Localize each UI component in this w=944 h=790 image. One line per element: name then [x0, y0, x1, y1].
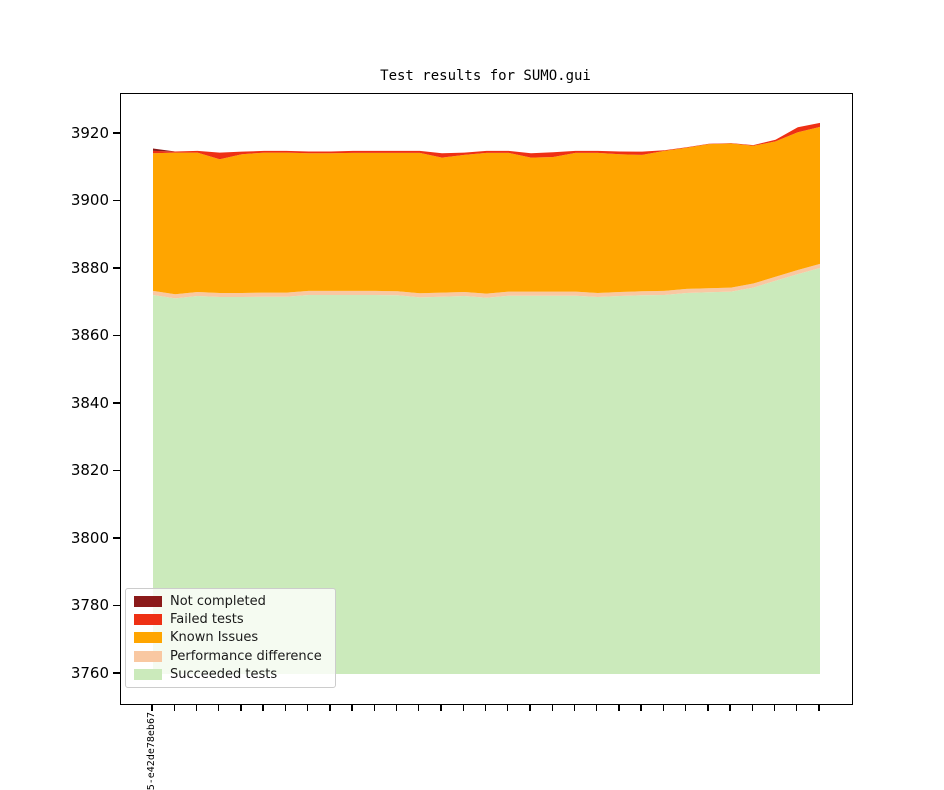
- y-tick-label: 3900: [70, 191, 109, 209]
- x-tick-mark: [306, 704, 309, 711]
- x-tick-mark: [440, 704, 442, 711]
- area-known-issues: [153, 126, 820, 295]
- x-tick-mark: [551, 704, 553, 711]
- legend-item-succeeded-tests: Succeeded tests: [134, 666, 327, 684]
- x-tick-mark: [707, 704, 709, 711]
- x-tick-mark: [595, 704, 598, 711]
- x-tick-mark: [195, 704, 198, 711]
- x-tick-mark: [395, 704, 398, 711]
- x-tick-label-commit: 5-e42de78eb67: [146, 712, 157, 790]
- y-tick-label: 3920: [70, 123, 109, 142]
- x-tick-mark: [529, 704, 531, 711]
- area-performance-difference: [153, 263, 820, 299]
- x-tick-mark: [751, 704, 753, 711]
- legend-label: Failed tests: [170, 612, 244, 628]
- x-tick-mark: [151, 704, 153, 711]
- y-tick-mark: [113, 199, 120, 202]
- x-tick-mark: [818, 704, 820, 711]
- x-tick-mark: [418, 704, 420, 711]
- x-tick-mark: [796, 704, 798, 711]
- x-tick-mark: [218, 704, 220, 711]
- legend-item-failed-tests: Failed tests: [134, 611, 327, 629]
- x-tick-mark: [662, 704, 665, 711]
- x-tick-mark: [573, 704, 576, 711]
- chart-title: Test results for SUMO.gui: [380, 68, 591, 84]
- legend-label: Performance difference: [170, 648, 322, 664]
- stacked-area-chart: [153, 122, 820, 674]
- x-tick-mark: [173, 704, 175, 711]
- y-tick-mark: [113, 469, 120, 472]
- x-tick-mark: [729, 704, 731, 711]
- legend-label: Not completed: [170, 593, 266, 609]
- x-tick-mark: [640, 704, 642, 711]
- x-tick-mark: [507, 704, 509, 711]
- legend-label: Known Issues: [170, 630, 259, 646]
- legend-item-performance-difference: Performance difference: [134, 647, 327, 665]
- y-tick-label: 3820: [70, 461, 109, 479]
- x-tick-mark: [484, 704, 487, 711]
- y-tick-mark: [113, 132, 120, 134]
- x-tick-mark: [373, 704, 376, 711]
- x-tick-mark: [329, 704, 331, 711]
- legend-item-not-completed: Not completed: [134, 592, 327, 610]
- y-tick-label: 3860: [70, 326, 109, 344]
- not-completed-swatch: [134, 595, 162, 607]
- y-tick-mark: [113, 267, 120, 269]
- x-tick-mark: [773, 704, 776, 711]
- legend: Not completed Failed tests Known Issues …: [125, 588, 336, 688]
- known-issues-swatch: [134, 632, 162, 644]
- failed-tests-swatch: [134, 614, 162, 626]
- y-tick-label: 3780: [70, 596, 109, 614]
- y-tick-label: 3840: [70, 393, 109, 412]
- y-tick-mark: [113, 672, 120, 674]
- x-tick-mark: [262, 704, 264, 711]
- x-tick-mark: [240, 704, 242, 711]
- y-tick-label: 3800: [70, 528, 109, 547]
- y-tick-mark: [113, 604, 120, 607]
- succeeded-tests-swatch: [134, 669, 162, 681]
- y-tick-label: 3880: [70, 258, 109, 277]
- area-succeeded-tests: [153, 268, 820, 674]
- x-tick-mark: [284, 704, 287, 711]
- x-tick-mark: [618, 704, 620, 711]
- y-tick-mark: [113, 334, 120, 337]
- x-tick-mark: [351, 704, 353, 711]
- legend-label: Succeeded tests: [170, 667, 278, 683]
- area-failed-tests: [153, 122, 820, 160]
- legend-item-known-issues: Known Issues: [134, 629, 327, 647]
- performance-difference-swatch: [134, 650, 162, 662]
- y-tick-mark: [113, 402, 120, 404]
- x-tick-mark: [684, 704, 687, 711]
- x-tick-mark: [462, 704, 464, 711]
- y-tick-label: 3760: [70, 663, 109, 682]
- y-tick-mark: [113, 537, 120, 539]
